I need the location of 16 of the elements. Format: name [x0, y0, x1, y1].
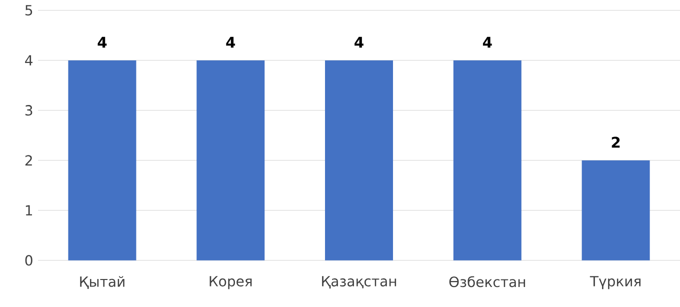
y-tick-label: 5	[25, 5, 32, 16]
y-tick-label: 2	[25, 155, 32, 166]
x-tick-label: Корея	[210, 276, 252, 290]
x-tick-label: Түркия	[590, 276, 640, 290]
data-label: 4	[354, 36, 364, 48]
data-label: 4	[226, 36, 236, 48]
y-tick-label: 4	[25, 55, 32, 66]
y-tick-label: 3	[25, 105, 32, 116]
x-tick-label: Өзбекстан	[449, 276, 526, 288]
y-tick-label: 1	[26, 205, 32, 216]
x-tick-label: Қытай	[80, 276, 124, 289]
data-label: 2	[612, 136, 620, 148]
data-label: 4	[482, 36, 492, 48]
x-tick-label: Қазақстан	[322, 276, 396, 288]
data-label: 4	[98, 36, 107, 48]
y-tick-label: 0	[25, 255, 32, 266]
